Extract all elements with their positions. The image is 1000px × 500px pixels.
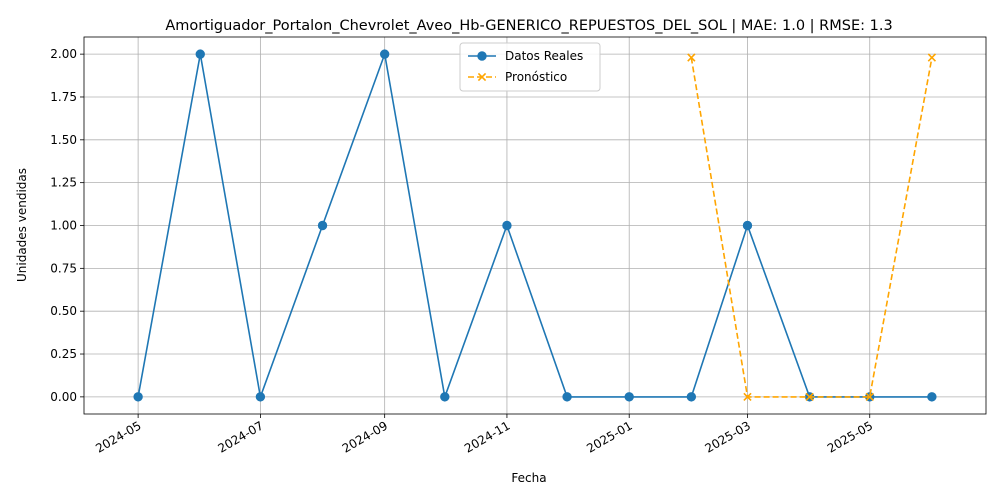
marker-stroke bbox=[805, 392, 814, 402]
data-point bbox=[805, 392, 814, 402]
y-tick-label: 1.75 bbox=[50, 90, 77, 104]
x-tick-label: 2025-01 bbox=[584, 418, 634, 455]
data-point bbox=[865, 392, 874, 402]
data-point bbox=[195, 49, 205, 59]
marker-stroke bbox=[927, 53, 937, 62]
data-point bbox=[379, 49, 390, 59]
y-tick-label: 1.50 bbox=[50, 133, 77, 147]
x-tick-label: 2024-11 bbox=[462, 418, 512, 455]
x-tick-label: 2024-07 bbox=[215, 418, 265, 455]
y-tick-label: 0.00 bbox=[50, 390, 77, 404]
data-point bbox=[133, 392, 143, 402]
marker-stroke bbox=[865, 392, 874, 402]
series-layer bbox=[133, 49, 937, 402]
data-point bbox=[562, 392, 572, 402]
marker-stroke bbox=[743, 392, 752, 402]
data-point bbox=[686, 392, 697, 402]
x-tick-label: 2025-05 bbox=[825, 418, 875, 455]
legend-label: Datos Reales bbox=[505, 49, 583, 63]
data-point bbox=[927, 392, 937, 402]
series-forecast bbox=[687, 53, 937, 402]
y-tick-label: 0.75 bbox=[50, 261, 77, 275]
data-point bbox=[502, 220, 512, 231]
series-line bbox=[137, 51, 932, 400]
y-tick-label: 0.25 bbox=[50, 347, 77, 361]
x-axis-label: Fecha bbox=[511, 471, 546, 485]
x-axis: 2024-05 2024-07 2024-09 2024-11 2025-01 2025-… bbox=[93, 414, 875, 456]
marker-stroke bbox=[687, 53, 696, 62]
y-tick-label: 2.00 bbox=[50, 47, 77, 61]
x-tick-label: 2025-03 bbox=[703, 418, 753, 455]
chart-title: Amortiguador_Portalon_Chevrolet_Aveo_Hb-… bbox=[165, 18, 892, 34]
legend: Datos Reales Pronóstico bbox=[459, 42, 601, 92]
data-point bbox=[624, 392, 634, 402]
data-point bbox=[687, 53, 696, 62]
y-axis-label: Unidades vendidas bbox=[15, 168, 29, 282]
data-point bbox=[317, 220, 328, 231]
y-tick-label: 1.00 bbox=[50, 219, 77, 233]
x-tick-label: 2024-09 bbox=[340, 418, 390, 455]
y-axis: 0.00 0.25 0.50 0.75 1.00 1.25 1.50 1.75 2.00 bbox=[50, 47, 84, 404]
y-tick-label: 0.50 bbox=[50, 304, 77, 318]
y-tick-label: 1.25 bbox=[50, 176, 77, 190]
data-point bbox=[477, 72, 487, 82]
legend-entry: Pronóstico bbox=[468, 70, 567, 84]
legend-box bbox=[459, 42, 601, 92]
legend-entry: Datos Reales bbox=[468, 49, 583, 63]
marker-stroke bbox=[477, 72, 487, 82]
data-point bbox=[440, 392, 450, 402]
data-point bbox=[477, 51, 487, 61]
data-point bbox=[742, 220, 753, 231]
x-tick-label: 2024-05 bbox=[93, 418, 143, 455]
data-point bbox=[743, 392, 752, 402]
legend-label: Pronóstico bbox=[505, 70, 567, 84]
data-point bbox=[927, 53, 937, 62]
data-point bbox=[255, 392, 266, 402]
